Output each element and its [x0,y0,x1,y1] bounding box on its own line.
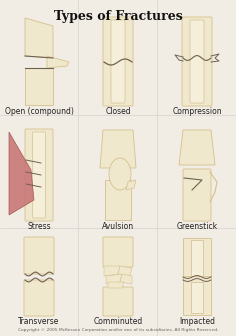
Polygon shape [183,238,211,280]
Polygon shape [191,240,203,276]
Polygon shape [104,266,120,276]
Polygon shape [179,130,215,165]
FancyBboxPatch shape [182,17,212,106]
FancyBboxPatch shape [103,237,133,267]
Polygon shape [118,266,132,276]
FancyBboxPatch shape [24,237,54,274]
FancyBboxPatch shape [103,17,133,106]
Text: Stress: Stress [27,222,51,231]
FancyBboxPatch shape [111,20,125,103]
Text: Closed: Closed [105,107,131,116]
Polygon shape [100,130,136,168]
Text: Open (compound): Open (compound) [4,107,73,116]
Ellipse shape [109,158,131,190]
Text: Avulsion: Avulsion [102,222,134,231]
Text: Greenstick: Greenstick [177,222,218,231]
FancyBboxPatch shape [190,20,204,103]
FancyBboxPatch shape [183,169,211,221]
Polygon shape [47,56,69,68]
FancyBboxPatch shape [25,129,53,221]
Text: Compression: Compression [172,107,222,116]
Polygon shape [25,68,53,105]
Text: Comminuted: Comminuted [93,317,143,326]
Polygon shape [106,274,122,284]
Polygon shape [9,132,34,215]
Text: Types of Fractures: Types of Fractures [54,10,182,23]
Text: Impacted: Impacted [179,317,215,326]
FancyBboxPatch shape [33,132,46,218]
Polygon shape [25,18,53,58]
FancyBboxPatch shape [103,287,133,316]
Polygon shape [191,282,203,313]
Polygon shape [120,274,132,284]
Polygon shape [126,180,136,190]
Polygon shape [105,180,131,220]
Text: Copyright © 2005 McKesson Corporation and/or one of its subsidiaries. All Rights: Copyright © 2005 McKesson Corporation an… [18,328,218,332]
Text: Transverse: Transverse [18,317,60,326]
Polygon shape [108,282,124,288]
Polygon shape [183,276,211,315]
FancyBboxPatch shape [24,280,54,316]
